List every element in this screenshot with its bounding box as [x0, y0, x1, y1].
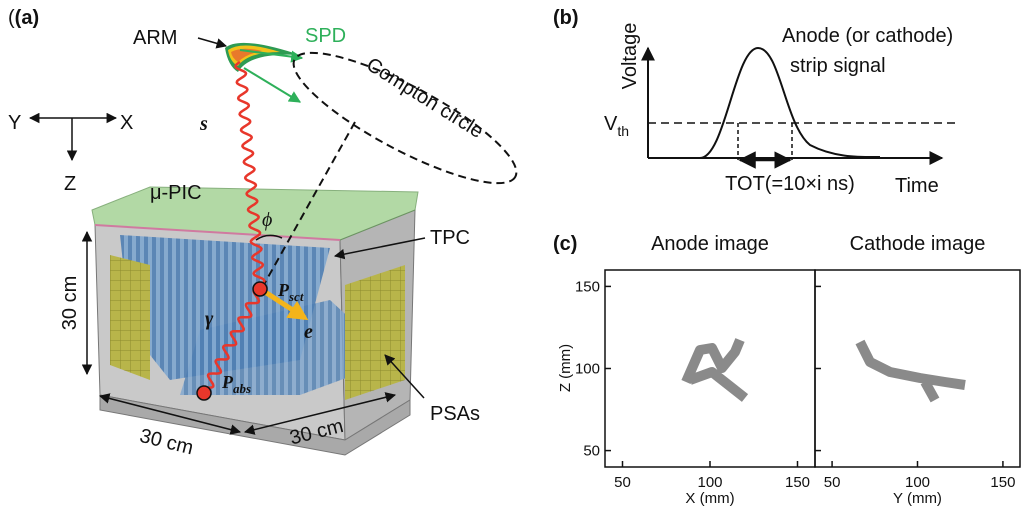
tpc-label: TPC [430, 227, 470, 249]
tpc-arrow [333, 237, 426, 260]
tot-label: TOT(=10×i ns) [725, 173, 855, 195]
electron-arrow [260, 287, 309, 321]
x-tick-label: 50 [614, 474, 631, 491]
spd-label: SPD [305, 25, 346, 47]
x-label: Y (mm) [893, 490, 942, 507]
axis-label: X [120, 112, 133, 134]
p-sct-sub: sct [288, 289, 304, 304]
image-plots: Anode image X (mm) 50 100 150 50 100 150 Cathode… [575, 233, 1021, 507]
x-tick-label: 100 [697, 474, 722, 491]
dimension-arrow [243, 392, 397, 435]
p-abs: Pabs [221, 372, 251, 396]
plot-frame [814, 269, 1021, 468]
x-tick-label: 100 [905, 474, 930, 491]
phi-arc [255, 234, 283, 241]
vth-label: Vth [604, 113, 629, 139]
dimension-label: 30 cm [59, 276, 81, 330]
x-tick-label: 50 [824, 474, 841, 491]
y-tick-label: 100 [575, 361, 600, 378]
arm-arrow [197, 37, 228, 49]
panel-label: (b) [553, 7, 579, 29]
psa-left [110, 255, 150, 380]
x-label: X (mm) [685, 490, 734, 507]
p-abs-sub: abs [233, 381, 251, 396]
phi-label: ϕ [262, 209, 272, 231]
scatter-point [252, 281, 268, 297]
panel-label-text: (a) [15, 7, 39, 29]
gamma-ray [199, 60, 266, 392]
dimension-label: 30 cm [137, 425, 195, 460]
plate-edge [94, 224, 341, 241]
compton-cone-line [261, 121, 356, 289]
s-vector: s⃗ [199, 113, 223, 135]
y-tick-label: 50 [583, 443, 600, 460]
x-tick-label: 150 [785, 474, 810, 491]
x-label: Time [895, 175, 939, 197]
gamma-vector: γ⃗ [205, 308, 229, 330]
vth-sub: th [617, 123, 629, 139]
spd-arrow [239, 49, 304, 63]
p-sct-main: P [277, 280, 290, 300]
plot-title: Anode image [651, 233, 769, 255]
signal-title: strip signal [790, 55, 886, 77]
axis-label: Y [8, 112, 21, 134]
psa-right [345, 265, 405, 400]
cathode-track [855, 339, 966, 403]
detector [91, 186, 419, 456]
x-tick-label: 150 [990, 474, 1015, 491]
mu-pic-label: μ-PIC [150, 182, 202, 204]
bottom-psa [180, 300, 395, 395]
compton-circle [292, 51, 518, 185]
p-sct: Psct [277, 280, 304, 304]
arm-label: ARM [133, 27, 177, 49]
absorption-point [196, 385, 212, 401]
psa-label: PSAs [430, 403, 480, 425]
vth-main: V [604, 113, 618, 135]
dimension-arrow [98, 393, 242, 435]
signal-title: Anode (or cathode) [782, 25, 953, 47]
y-label: Z (mm) [557, 344, 574, 392]
e-vector: e⃗ [304, 321, 328, 343]
anode-track [681, 338, 749, 402]
spd-arrow [243, 67, 302, 103]
p-abs-main: P [221, 372, 234, 392]
y-tick-label: 150 [575, 278, 600, 295]
y-label: Voltage [619, 23, 641, 90]
pulse [648, 46, 881, 159]
axis-label: Z [64, 173, 76, 195]
psa-arrow [384, 354, 425, 399]
panel-label: (c) [553, 233, 577, 255]
plot-title: Cathode image [850, 233, 986, 255]
compton-label: Compton circle [362, 54, 487, 143]
panel-label: ((a) [8, 7, 39, 29]
